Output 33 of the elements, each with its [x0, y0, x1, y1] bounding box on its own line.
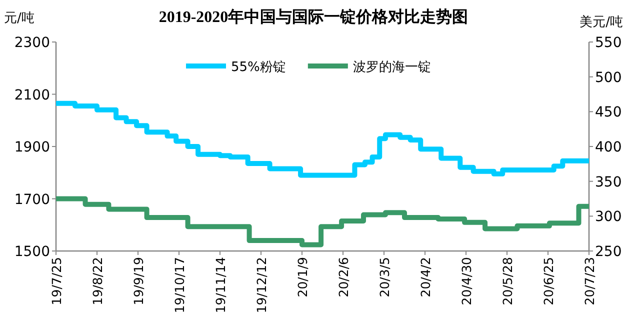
- x-tick-label: 19/12/12: [254, 257, 269, 314]
- x-tick-label: 20/1/9: [295, 256, 310, 298]
- y-tick-label: 1900: [14, 140, 50, 156]
- x-tick-label: 20/5/28: [500, 256, 515, 306]
- x-tick-label: 20/2/6: [336, 256, 351, 298]
- y2-tick-label: 550: [595, 35, 622, 51]
- y2-axis-title: 美元/吨: [580, 14, 623, 30]
- y-axis-title: 元/吨: [4, 11, 34, 26]
- y-tick-label: 1700: [14, 192, 50, 208]
- y-tick-label: 1500: [14, 244, 50, 260]
- legend-item: 波罗的海一锭: [308, 60, 431, 75]
- legend-label: 波罗的海一锭: [352, 60, 431, 75]
- y2-tick-label: 300: [595, 209, 622, 226]
- y2-tick-label: 250: [595, 244, 622, 260]
- x-tick-label: 19/9/19: [131, 256, 146, 306]
- x-tick-label: 20/4/2: [418, 257, 433, 298]
- x-tick-label: 19/11/14: [213, 256, 228, 314]
- y-tick-label: 2100: [14, 87, 50, 104]
- chart-title: 2019-2020年中国与国际一锭价格对比走势图: [158, 8, 468, 26]
- x-tick-label: 19/10/17: [172, 257, 187, 314]
- y2-tick-label: 400: [595, 140, 622, 156]
- x-tick-label: 20/3/5: [377, 257, 392, 298]
- legend-item: 55%粉锭: [186, 60, 286, 75]
- y2-tick-label: 350: [595, 174, 622, 190]
- y2-tick-label: 450: [595, 104, 622, 121]
- legend-label: 55%粉锭: [231, 60, 286, 75]
- y-tick-label: 2300: [14, 35, 50, 51]
- x-tick-label: 20/7/23: [582, 257, 597, 306]
- y2-tick-label: 500: [595, 70, 622, 86]
- x-tick-label: 19/8/22: [90, 257, 105, 306]
- x-tick-label: 20/4/30: [459, 256, 474, 306]
- x-tick-label: 19/7/25: [49, 257, 64, 306]
- x-tick-label: 20/6/25: [541, 257, 556, 306]
